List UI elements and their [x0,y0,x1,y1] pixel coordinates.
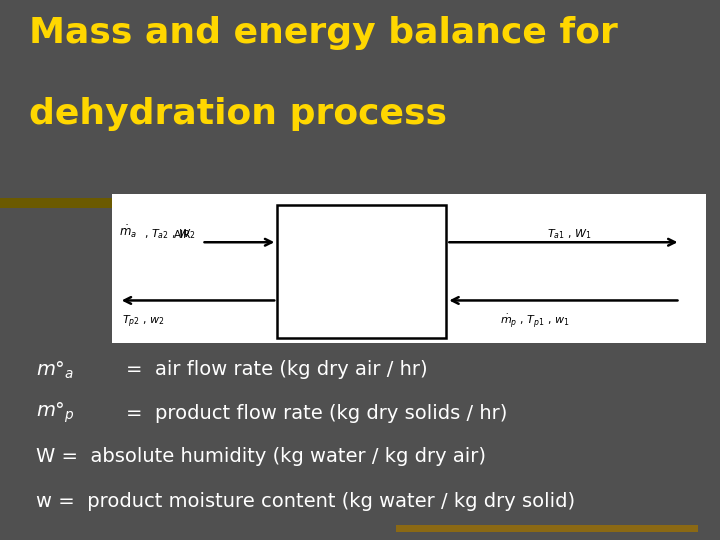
Text: , $T_{a2}$ , $W_2$: , $T_{a2}$ , $W_2$ [144,227,196,241]
Text: $m°_p$: $m°_p$ [36,401,75,426]
Text: $\dot{m}_a$: $\dot{m}_a$ [119,223,137,240]
Text: dehydration process: dehydration process [29,97,447,131]
Text: $m°_a$: $m°_a$ [36,359,74,381]
Text: =  air flow rate (kg dry air / hr): = air flow rate (kg dry air / hr) [126,360,428,380]
Text: $\dot{m}_p$ , $T_{p1}$ , $w_1$: $\dot{m}_p$ , $T_{p1}$ , $w_1$ [500,313,570,330]
Bar [277,205,446,338]
Bar [112,194,706,343]
Text: $T_{a1}$ , $W_1$: $T_{a1}$ , $W_1$ [547,227,592,241]
Text: W =  absolute humidity (kg water / kg dry air): W = absolute humidity (kg water / kg dry… [36,447,486,466]
Text: =  product flow rate (kg dry solids / hr): = product flow rate (kg dry solids / hr) [126,403,508,423]
Bar [396,525,698,532]
Text: AIR: AIR [174,230,191,240]
Text: Mass and energy balance for: Mass and energy balance for [29,16,618,50]
Text: $T_{p2}$ , $w_2$: $T_{p2}$ , $w_2$ [122,314,166,330]
Bar [0,198,547,208]
Text: w =  product moisture content (kg water / kg dry solid): w = product moisture content (kg water /… [36,491,575,511]
